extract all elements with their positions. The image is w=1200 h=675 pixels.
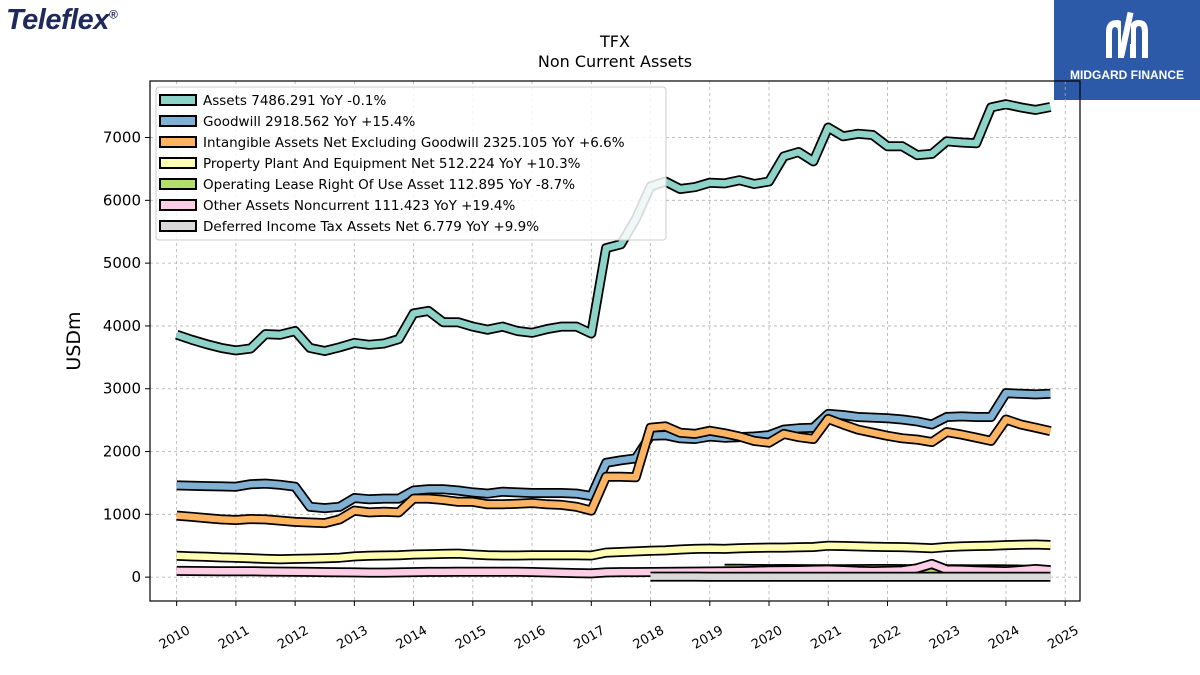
- midgard-emblem-icon: [1106, 10, 1148, 58]
- legend-label-property-plant-and-equipment-net: Property Plant And Equipment Net 512.224…: [203, 156, 581, 172]
- plot-frame: [149, 80, 1081, 602]
- x-tick-label: 2010: [157, 623, 193, 653]
- brand-name: MIDGARD FINANCE: [1070, 68, 1184, 82]
- x-tick-label: 2021: [808, 623, 844, 653]
- x-tick-label: 2020: [749, 623, 785, 653]
- series-outline-goodwill: [176, 388, 1051, 514]
- series-line-assets: [175, 100, 1052, 355]
- y-tick-label: 2000: [103, 443, 141, 461]
- series-line-goodwill: [176, 389, 1051, 512]
- chart-title: TFX: [599, 32, 630, 51]
- y-tick-label: 4000: [103, 317, 141, 335]
- y-tick-label: 3000: [103, 380, 141, 398]
- x-tick-label: 2015: [453, 623, 489, 653]
- x-tick-label: 2023: [927, 623, 963, 653]
- legend-swatch-other-assets-noncurrent: [159, 199, 197, 211]
- y-tick-label: 5000: [103, 254, 141, 272]
- registered-mark: ®: [108, 7, 118, 22]
- legend-swatch-assets: [159, 94, 197, 106]
- legend-label-other-assets-noncurrent: Other Assets Noncurrent 111.423 YoY +19.…: [203, 198, 515, 214]
- legend-label-assets: Assets 7486.291 YoY -0.1%: [203, 93, 387, 109]
- y-tick-label: 1000: [103, 505, 141, 523]
- x-tick-label: 2016: [512, 623, 548, 653]
- legend-label-intangible-assets-net-excluding-goodwill: Intangible Assets Net Excluding Goodwill…: [203, 135, 625, 151]
- x-tick-label: 2019: [690, 623, 726, 653]
- legend-swatch-deferred-income-tax-assets-net: [159, 220, 197, 232]
- legend-label-operating-lease-right-of-use-asset: Operating Lease Right Of Use Asset 112.8…: [203, 177, 575, 193]
- x-tick-label: 2022: [868, 623, 904, 653]
- legend-box: [155, 86, 667, 241]
- y-tick-label: 0: [131, 568, 141, 586]
- chart-subtitle: Non Current Assets: [538, 52, 692, 71]
- legend-swatch-intangible-assets-net-excluding-goodwill: [159, 136, 197, 148]
- series-line-other-assets-noncurrent: [176, 560, 1051, 577]
- series-layer: [175, 99, 1052, 582]
- x-tick-label: 2024: [986, 623, 1022, 653]
- y-tick-label: 7000: [103, 129, 141, 147]
- legend-label-goodwill: Goodwill 2918.562 YoY +15.4%: [203, 114, 415, 130]
- legend-swatch-property-plant-and-equipment-net: [159, 157, 197, 169]
- x-tick-label: 2014: [394, 623, 430, 653]
- y-axis-label: USDm: [63, 311, 85, 370]
- legend: Assets 7486.291 YoY -0.1% Goodwill 2918.5…: [155, 86, 667, 241]
- x-tick-label: 2012: [275, 623, 311, 653]
- teleflex-logo: Teleflex®: [6, 4, 118, 37]
- legend-label-deferred-income-tax-assets-net: Deferred Income Tax Assets Net 6.779 YoY…: [203, 219, 539, 235]
- x-tick-label: 2017: [571, 623, 607, 653]
- x-tick-label: 2025: [1045, 623, 1081, 653]
- y-tick-label: 6000: [103, 191, 141, 209]
- series-line-property-plant-and-equipment-net: [176, 541, 1051, 563]
- x-tick-label: 2013: [335, 623, 371, 653]
- legend-swatch-goodwill: [159, 115, 197, 127]
- series-line-intangible-assets-net-excluding-goodwill: [176, 415, 1052, 527]
- x-tick-label: 2018: [631, 623, 667, 653]
- legend-swatch-operating-lease-right-of-use-asset: [159, 178, 197, 190]
- x-tick-label: 2011: [216, 623, 252, 653]
- midgard-finance-logo: MIDGARD FINANCE: [1054, 0, 1200, 100]
- teleflex-logo-text: Teleflex: [6, 4, 109, 36]
